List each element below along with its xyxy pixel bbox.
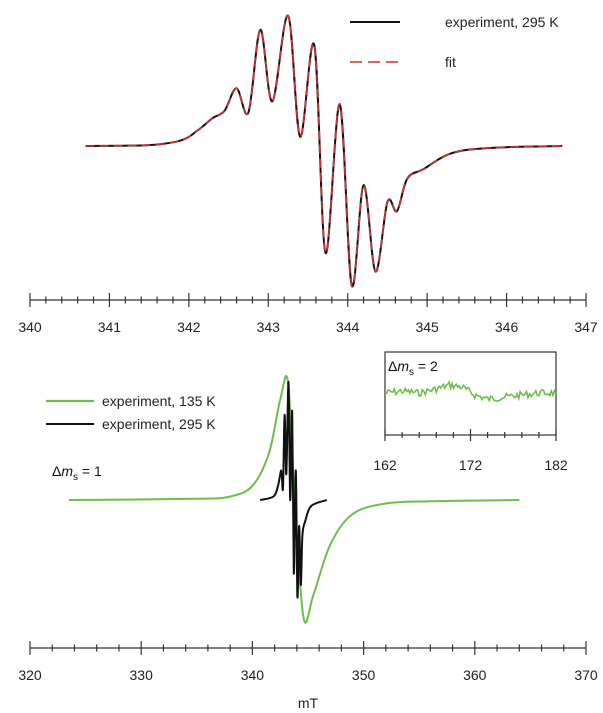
- series-line-experiment-295-k-bottom: [259, 380, 328, 599]
- x-tick-label: 340: [18, 319, 42, 335]
- x-tick-label: 330: [130, 667, 154, 683]
- bottom-legend: experiment, 135 K experiment, 295 K: [46, 393, 216, 432]
- legend-label-experiment-295k-bottom: experiment, 295 K: [102, 416, 216, 432]
- x-tick-label: 341: [98, 319, 122, 335]
- x-tick-label: 340: [241, 667, 265, 683]
- inset-curves: [384, 380, 557, 403]
- legend-label-fit: fit: [445, 54, 456, 70]
- series-line-fit: [85, 14, 563, 288]
- inset-frame: [384, 351, 557, 436]
- inset-x-tick-label: 182: [544, 457, 568, 473]
- x-tick-label: 346: [495, 319, 519, 335]
- inset-panel: 162 172 182 Δms = 2: [373, 351, 568, 473]
- annotation-delta-ms-2: Δms = 2: [388, 358, 438, 378]
- x-tick-label: 342: [177, 319, 201, 335]
- x-tick-label: 343: [257, 319, 281, 335]
- inset-x-tick-label: 172: [459, 457, 483, 473]
- x-tick-label: 360: [463, 667, 487, 683]
- legend-label-experiment-135k: experiment, 135 K: [102, 393, 216, 409]
- top-ticks: 340 341 342 343 344 345 346 347: [18, 293, 598, 335]
- x-tick-label: 344: [336, 319, 360, 335]
- annotation-delta-ms-1: Δms = 1: [52, 463, 102, 483]
- top-panel: 340 341 342 343 344 345 346 347 experiment, 295…: [18, 14, 598, 335]
- x-axis-label: mT: [298, 695, 319, 711]
- legend-label-experiment-295k: experiment, 295 K: [445, 14, 559, 30]
- inset-series-line: [384, 380, 557, 403]
- bottom-ticks: 320 330 340 350 360 370: [18, 641, 598, 683]
- bottom-panel: 320 330 340 350 360 370 mT experiment, 135 K …: [18, 375, 598, 711]
- top-legend: experiment, 295 K fit: [350, 14, 559, 70]
- bottom-curves: [68, 375, 520, 624]
- inset-x-tick-label: 162: [373, 457, 397, 473]
- x-tick-label: 370: [574, 667, 598, 683]
- x-tick-label: 347: [574, 319, 598, 335]
- x-tick-label: 320: [18, 667, 42, 683]
- top-curves: [85, 14, 563, 288]
- x-tick-label: 345: [415, 319, 439, 335]
- inset-ticks: 162 172 182: [373, 429, 568, 473]
- x-tick-label: 350: [352, 667, 376, 683]
